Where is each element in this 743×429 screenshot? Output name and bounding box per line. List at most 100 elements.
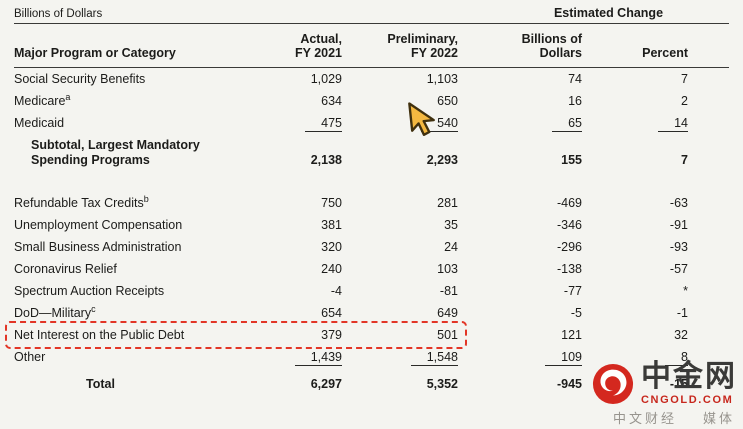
table-row: DoD—Militaryc 654 649 -5 -1 — [14, 302, 729, 324]
watermark-domain: CNGOLD.COM — [641, 394, 734, 406]
col-header-line: Dollars — [539, 46, 582, 60]
row-value: -296 — [556, 240, 582, 254]
row-label: Spectrum Auction Receipts — [14, 284, 165, 298]
col-header-percent: Percent — [642, 46, 688, 60]
estimated-change-header: Estimated Change — [553, 6, 664, 20]
row-value: 7 — [681, 153, 688, 167]
row-value: 1,439 — [242, 350, 342, 366]
units-label: Billions of Dollars — [14, 8, 103, 20]
row-label: Refundable Tax Creditsb — [14, 193, 149, 210]
col-header-fy2022: Preliminary, FY 2022 — [342, 32, 458, 60]
row-value: 74 — [568, 72, 582, 86]
row-label: Net Interest on the Public Debt — [14, 328, 185, 342]
row-value: 649 — [437, 306, 458, 320]
row-value: -346 — [556, 218, 582, 232]
col-header-category: Major Program or Category — [14, 46, 176, 60]
row-value: -77 — [563, 284, 582, 298]
row-label: Coronavirus Relief — [14, 262, 117, 276]
row-label: Social Security Benefits — [14, 72, 146, 86]
row-value: -91 — [669, 218, 688, 232]
table-top-labels: Billions of Dollars Estimated Change — [14, 6, 729, 23]
row-label: DoD—Militaryc — [14, 303, 96, 320]
col-header-line: Preliminary, — [387, 32, 458, 46]
row-label: Other — [14, 350, 46, 364]
row-value: -63 — [669, 196, 688, 210]
row-value: -93 — [669, 240, 688, 254]
row-value: 281 — [437, 196, 458, 210]
table-row: Subtotal, Largest Mandatory Spending Prog… — [14, 134, 729, 171]
row-value: 320 — [321, 240, 342, 254]
row-value: 14 — [582, 116, 688, 132]
watermark: 中金网 CNGOLD.COM 中文财经 媒体 — [592, 362, 737, 427]
header-divider — [14, 67, 729, 68]
row-value: 2,293 — [426, 153, 458, 167]
table-row: Net Interest on the Public Debt 379 501 121… — [5, 321, 729, 349]
table-header-row: Major Program or Category Actual, FY 202… — [14, 24, 729, 67]
row-value: -945 — [556, 377, 582, 391]
table-row: Small Business Administration 320 24 -296 -9… — [14, 236, 729, 258]
row-label: Subtotal, Largest Mandatory Spending Prog… — [31, 138, 200, 167]
table-row: Other 1,439 1,548 109 8 — [14, 346, 729, 368]
table-row: Total 6,297 5,352 -945 -15 — [14, 373, 729, 395]
row-value: 2 — [681, 94, 688, 108]
row-value: 103 — [437, 262, 458, 276]
watermark-slogan-left: 中文财经 — [612, 411, 677, 426]
row-value: -4 — [330, 284, 342, 298]
row-value: 2,138 — [310, 153, 342, 167]
row-value: -15 — [669, 377, 688, 391]
row-value: -469 — [556, 196, 582, 210]
row-label: Small Business Administration — [14, 240, 182, 254]
row-value: 654 — [321, 306, 342, 320]
row-value: 1,548 — [342, 350, 458, 366]
table-row: Unemployment Compensation 381 35 -346 -91 — [14, 214, 729, 236]
table-body: Social Security Benefits 1,029 1,103 74 7 Med… — [5, 68, 729, 395]
table-row: Medicaid 475 540 65 14 — [14, 112, 729, 134]
row-value: 540 — [342, 116, 458, 132]
top-divider — [14, 23, 729, 24]
row-value: 16 — [568, 94, 582, 108]
table-row: Coronavirus Relief 240 103 -138 -57 — [14, 258, 729, 280]
row-value: 501 — [437, 328, 458, 342]
row-label: Unemployment Compensation — [14, 218, 183, 232]
row-value: 35 — [444, 218, 458, 232]
row-value: 650 — [437, 94, 458, 108]
row-value: -5 — [570, 306, 582, 320]
row-value: 381 — [321, 218, 342, 232]
row-value: 65 — [458, 116, 582, 132]
row-value: * — [683, 284, 688, 298]
row-value: -57 — [669, 262, 688, 276]
col-header-line: Billions of — [521, 32, 582, 46]
watermark-slogan-right: 媒体 — [702, 411, 735, 426]
row-value: 121 — [561, 328, 582, 342]
row-value: 8 — [582, 350, 688, 366]
table-row: Medicarea 634 650 16 2 — [14, 90, 729, 112]
row-value: 7 — [681, 72, 688, 86]
row-value: 750 — [321, 196, 342, 210]
col-header-line: FY 2022 — [410, 46, 458, 60]
row-label: Total — [86, 377, 115, 391]
table-row: Spectrum Auction Receipts -4 -81 -77 * — [14, 280, 729, 302]
row-value: 109 — [458, 350, 582, 366]
row-value: 1,029 — [310, 72, 342, 86]
row-value: 1,103 — [426, 72, 458, 86]
row-value: 24 — [444, 240, 458, 254]
row-value: 475 — [242, 116, 342, 132]
row-value: 240 — [321, 262, 342, 276]
row-value: 6,297 — [310, 377, 342, 391]
row-label: Medicaid — [14, 116, 65, 130]
watermark-slogan-gap — [677, 408, 703, 427]
row-value: 32 — [674, 328, 688, 342]
row-value: -138 — [556, 262, 582, 276]
row-value: 379 — [321, 328, 342, 342]
col-header-line: FY 2021 — [294, 46, 342, 60]
col-header-line: Actual, — [300, 32, 342, 46]
mouse-cursor-icon — [408, 102, 435, 137]
col-header-change-dollars: Billions of Dollars — [458, 32, 582, 60]
row-value: 5,352 — [426, 377, 458, 391]
col-header-fy2021: Actual, FY 2021 — [242, 32, 342, 60]
table-row: Social Security Benefits 1,029 1,103 74 7 — [14, 68, 729, 90]
watermark-brand: 中金网 — [641, 360, 737, 393]
row-value: 634 — [321, 94, 342, 108]
table-row: Refundable Tax Creditsb 750 281 -469 -63 — [14, 192, 729, 214]
